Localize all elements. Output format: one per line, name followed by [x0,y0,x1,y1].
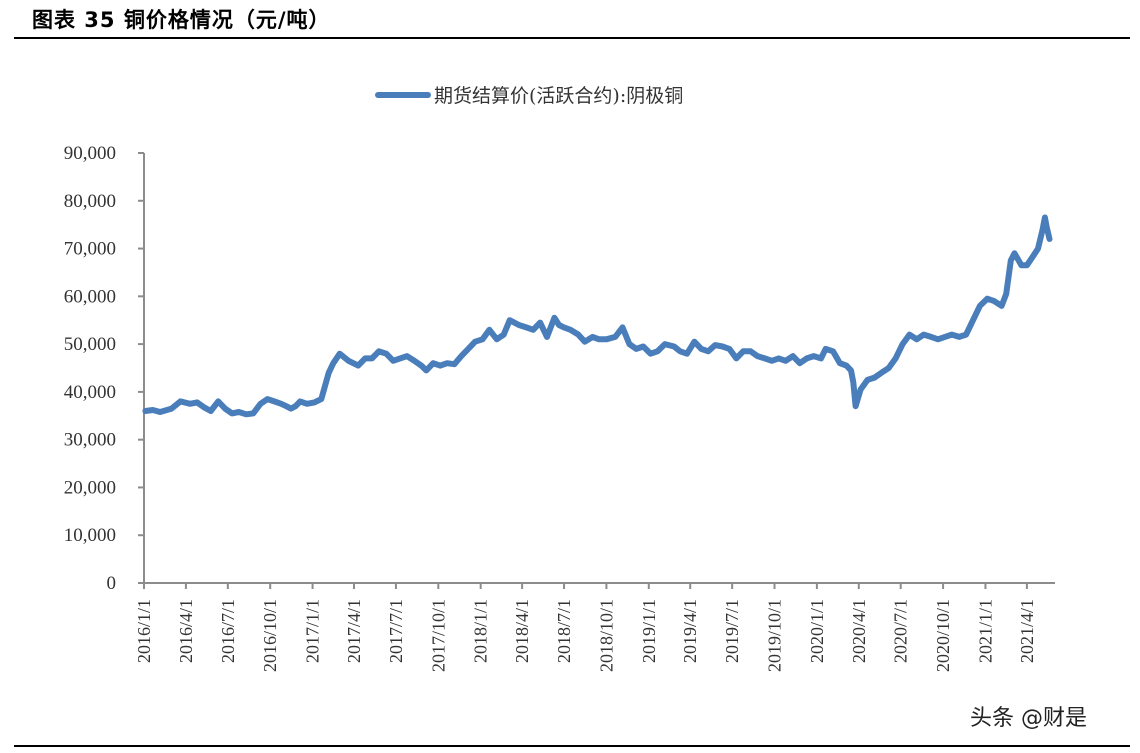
x-tick-label: 2016/7/1 [218,599,238,663]
chart-legend: 期货结算价(活跃合约):阴极铜 [375,85,683,107]
y-tick-label: 80,000 [64,191,116,212]
x-tick-label: 2017/10/1 [428,599,448,672]
y-tick-label: 50,000 [64,334,116,355]
x-axis: 2016/1/1 2016/4/1 2016/7/1 2016/10/1 2017/1/… [134,582,1055,672]
y-tick-label: 90,000 [64,143,116,164]
x-tick-label: 2020/10/1 [933,599,953,672]
x-tick-label: 2021/1/1 [975,599,995,663]
x-tick-label: 2018/1/1 [471,599,491,663]
x-tick-label: 2019/4/1 [680,599,700,663]
y-tick-label: 0 [107,573,117,594]
watermark: 头条 @财是 [966,700,1091,732]
x-tick-label: 2018/7/1 [554,599,574,663]
x-tick-label: 2020/7/1 [891,599,911,663]
y-tick-label: 40,000 [64,382,116,403]
y-tick-label: 60,000 [64,286,116,307]
y-tick-label: 30,000 [64,430,116,451]
legend-label: 期货结算价(活跃合约):阴极铜 [434,85,683,107]
x-tick-label: 2020/1/1 [807,599,827,663]
x-tick-label: 2019/1/1 [639,599,659,663]
x-tick-label: 2016/10/1 [260,599,280,672]
x-tick-label: 2016/4/1 [176,599,196,663]
figure-title: 图表 35 铜价格情况（元/吨） [32,8,331,32]
y-tick-label: 70,000 [64,239,116,260]
x-tick-label: 2021/4/1 [1017,599,1037,663]
x-tick-label: 2017/7/1 [386,599,406,663]
x-tick-label: 2018/10/1 [596,599,616,672]
bottom-rule-divider [14,745,1130,747]
top-rule-divider [14,37,1130,39]
series-line-cathode-copper [142,214,1053,418]
x-tick-label: 2020/4/1 [849,599,869,663]
y-axis: 0 10,000 20,000 30,000 40,000 50,000 60,000 70,… [64,143,145,594]
x-tick-label: 2017/4/1 [344,599,364,663]
x-tick-label: 2019/7/1 [722,599,742,663]
y-tick-label: 20,000 [64,477,116,498]
x-tick-label: 2019/10/1 [765,599,785,672]
x-tick-label: 2017/1/1 [303,599,323,663]
y-tick-label: 10,000 [64,525,116,546]
x-tick-label: 2018/4/1 [512,599,532,663]
x-tick-label: 2016/1/1 [134,599,154,663]
